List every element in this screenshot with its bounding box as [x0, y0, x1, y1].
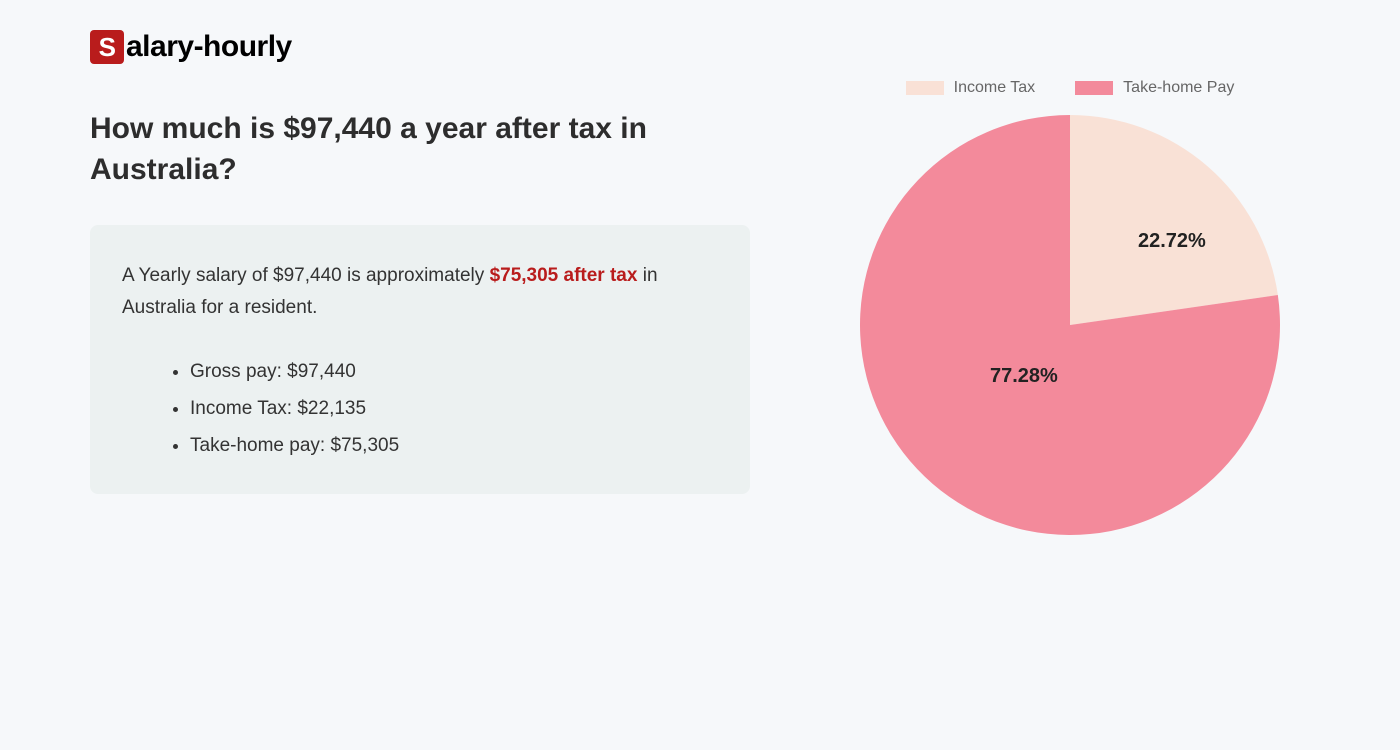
summary-list: Gross pay: $97,440 Income Tax: $22,135 T…	[122, 353, 718, 464]
list-item: Take-home pay: $75,305	[190, 427, 718, 464]
summary-prefix: A Yearly salary of $97,440 is approximat…	[122, 265, 490, 286]
slice-label-take-home: 77.28%	[990, 365, 1058, 388]
page-title: How much is $97,440 a year after tax in …	[90, 109, 750, 190]
chart-column: Income Tax Take-home Pay 22.72% 77.28%	[830, 79, 1310, 535]
legend-item-income-tax: Income Tax	[906, 79, 1036, 97]
site-logo: Salary-hourly	[90, 30, 1310, 64]
chart-legend: Income Tax Take-home Pay	[906, 79, 1235, 97]
logo-initial: S	[90, 30, 124, 64]
logo-text: alary-hourly	[126, 30, 292, 64]
legend-item-take-home: Take-home Pay	[1075, 79, 1234, 97]
summary-box: A Yearly salary of $97,440 is approximat…	[90, 225, 750, 494]
slice-label-income-tax: 22.72%	[1138, 230, 1206, 253]
pie-chart: 22.72% 77.28%	[860, 115, 1280, 535]
main-content: How much is $97,440 a year after tax in …	[90, 109, 1310, 535]
left-column: How much is $97,440 a year after tax in …	[90, 109, 750, 535]
list-item: Income Tax: $22,135	[190, 390, 718, 427]
summary-sentence: A Yearly salary of $97,440 is approximat…	[122, 260, 718, 325]
legend-swatch	[906, 81, 944, 95]
list-item: Gross pay: $97,440	[190, 353, 718, 390]
legend-label: Income Tax	[954, 79, 1036, 97]
legend-swatch	[1075, 81, 1113, 95]
pie-svg	[860, 115, 1280, 535]
legend-label: Take-home Pay	[1123, 79, 1234, 97]
summary-highlight: $75,305 after tax	[490, 265, 638, 286]
